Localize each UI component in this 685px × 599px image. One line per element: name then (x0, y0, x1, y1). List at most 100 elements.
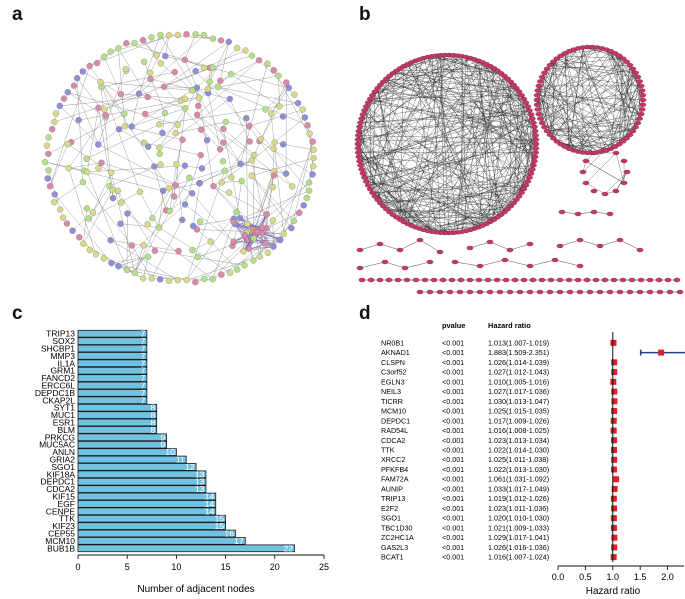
forest-pvalue: <0.001 (442, 514, 464, 523)
forest-x-tick-label: 0.0 (552, 572, 565, 582)
forest-hr-text: 1.027(1.012-1.043) (488, 368, 549, 377)
forest-gene-label: TTK (381, 446, 395, 455)
forest-point (610, 495, 617, 502)
bar-value-label: 13 (195, 484, 205, 494)
bar-category-label: CKAP2L (42, 395, 75, 405)
network-nodes (41, 31, 317, 286)
forest-pvalue: <0.001 (442, 368, 464, 377)
bar-value-label: 12 (185, 462, 195, 472)
bar-value-label: 9 (160, 432, 165, 442)
bar-bub1b (77, 544, 295, 553)
bar-cenpe (77, 507, 217, 516)
forest-hr-text: 1.013(1.007-1.019) (488, 338, 549, 347)
forest-x-tick-label: 2.0 (661, 572, 674, 582)
forest-hr-text: 1.025(1.011-1.038) (488, 455, 549, 464)
bar-egf (77, 500, 217, 508)
bar-sox2 (77, 337, 148, 345)
forest-pvalue: <0.001 (442, 504, 464, 513)
forest-hr-text: 1.030(1.013-1.047) (488, 397, 549, 406)
bar-category-label: MUC5AC (39, 440, 75, 450)
forest-gene-label: EGLN3 (381, 377, 405, 386)
forest-x-tick-label: 0.5 (579, 572, 592, 582)
forest-gene-label: TICRR (381, 397, 403, 406)
bar-ttk (77, 514, 227, 523)
forest-hr-text: 1.027(1.017-1.036) (488, 387, 549, 396)
bar-value-label: 7 (141, 388, 146, 398)
forest-gene-label: GAS2L3 (381, 543, 408, 552)
bar-category-label: BLM (58, 425, 75, 435)
forest-hr-text: 1.026(1.016-1.036) (488, 543, 549, 552)
forest-pvalue: <0.001 (442, 436, 464, 445)
forest-col-pvalue-header: pvalue (442, 321, 465, 330)
forest-gene-label: ZC2HC1A (381, 533, 414, 542)
bar-syt1 (77, 403, 158, 412)
forest-point (658, 349, 665, 356)
bar-category-label: GRIA2 (49, 455, 75, 465)
forest-point (610, 378, 617, 385)
bar-kif23 (77, 522, 227, 530)
forest-pvalue: <0.001 (442, 426, 464, 435)
forest-point (610, 554, 617, 561)
bar-category-label: FANCD2 (41, 373, 75, 383)
forest-gene-label: DEPDC1 (381, 416, 410, 425)
forest-hr-text: 1.883(1.509-2.351) (488, 348, 549, 357)
bar-x-tick-label: 25 (319, 562, 329, 572)
bar-ercc6l (77, 381, 148, 390)
bar-value-label: 22 (284, 543, 294, 553)
forest-point (610, 339, 617, 346)
bar-gria2 (77, 455, 187, 464)
bar-grm1 (77, 366, 148, 375)
bar-value-label: 8 (150, 410, 155, 420)
forest-point (611, 359, 618, 366)
bar-value-label: 10 (165, 447, 175, 457)
bar-category-label: IL1A (58, 358, 76, 368)
panel-a-label: a (12, 4, 23, 25)
bar-chart-x-axis-title: Number of adjacent nodes (137, 584, 254, 595)
bar-muc5ac (77, 440, 167, 449)
forest-point (610, 466, 617, 473)
bar-category-label: KIF18A (47, 469, 76, 479)
forest-hr-text: 1.061(1.031-1.092) (488, 475, 549, 484)
bar-value-label: 14 (205, 506, 215, 516)
bar-prkcg (77, 433, 167, 442)
forest-pvalue: <0.001 (442, 407, 464, 416)
bar-x-tick-label: 10 (171, 562, 181, 572)
forest-pvalue: <0.001 (442, 338, 464, 347)
bar-sgo1 (77, 463, 197, 471)
forest-pvalue: <0.001 (442, 533, 464, 542)
forest-point (611, 398, 618, 405)
bar-category-label: CDCA2 (46, 484, 75, 494)
bar-category-label: DEPDC1B (35, 388, 75, 398)
forest-point (610, 447, 617, 453)
bar-il1a (77, 359, 148, 368)
module-nodes (354, 44, 684, 295)
bar-value-label: 16 (224, 529, 234, 539)
forest-pvalue: <0.001 (442, 416, 464, 425)
forest-pvalue: <0.001 (442, 475, 464, 484)
forest-hr-text: 1.021(1.009-1.033) (488, 523, 549, 532)
bar-value-label: 8 (150, 418, 155, 428)
bar-category-label: EGF (58, 499, 75, 509)
bar-value-label: 17 (234, 536, 244, 546)
bar-category-label: DEPDC1 (41, 477, 76, 487)
bar-muc1 (77, 411, 158, 419)
bar-value-label: 7 (141, 381, 146, 391)
forest-hr-text: 1.025(1.015-1.035) (488, 407, 549, 416)
bar-kif15 (77, 492, 217, 501)
forest-hr-text: 1.033(1.017-1.049) (488, 484, 549, 493)
bar-value-label: 13 (195, 477, 205, 487)
bar-x-tick-label: 15 (221, 562, 231, 572)
forest-point (610, 524, 617, 531)
forest-gene-label: NR0B1 (381, 338, 404, 347)
network-edges (45, 34, 314, 283)
forest-pvalue: <0.001 (442, 465, 464, 474)
bar-category-label: PRKCG (45, 432, 75, 442)
forest-gene-label: AKNAD1 (381, 348, 410, 357)
bar-category-label: ESR1 (53, 418, 75, 428)
forest-hr-text: 1.020(1.010-1.030) (488, 514, 549, 523)
forest-gene-label: MCM10 (381, 407, 406, 416)
bar-category-label: CEP55 (48, 529, 75, 539)
forest-pvalue: <0.001 (442, 455, 464, 464)
